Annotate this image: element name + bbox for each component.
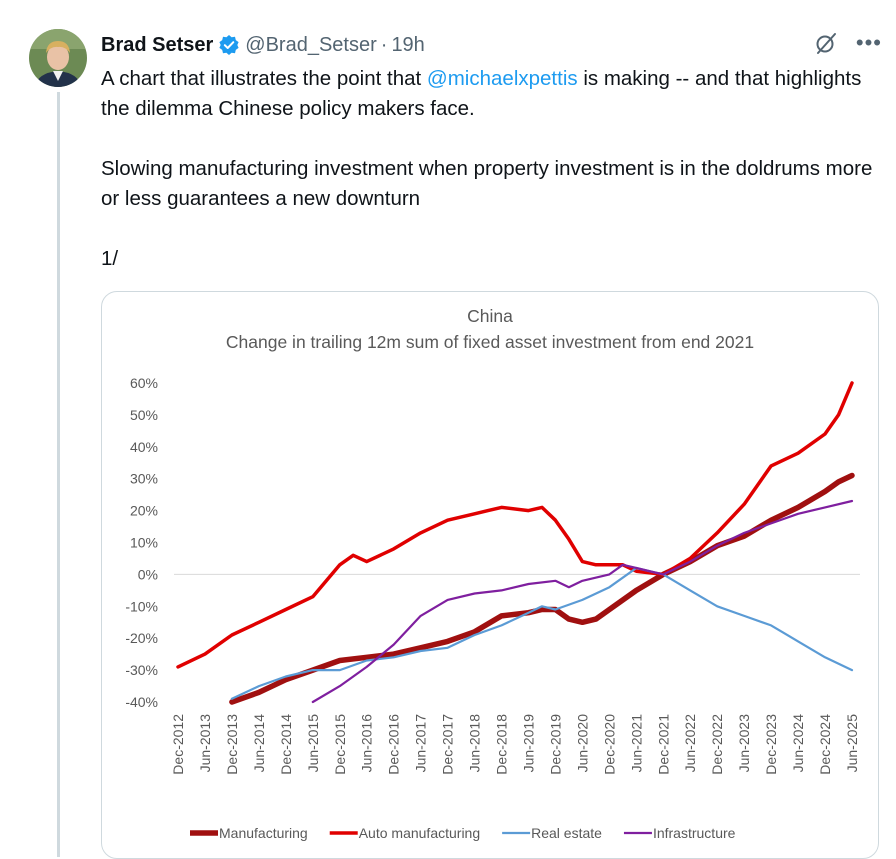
verified-badge-icon	[218, 34, 240, 56]
x-tick-label: Jun-2019	[520, 714, 536, 773]
legend-label-real-estate: Real estate	[531, 825, 602, 841]
x-tick-label: Dec-2021	[655, 714, 671, 775]
tweet-text-part: is making -- and that highlights the dil…	[101, 67, 862, 120]
chart-image-card[interactable]: China Change in trailing 12m sum of fixe…	[101, 291, 879, 859]
x-tick-label: Dec-2017	[440, 714, 456, 775]
timestamp[interactable]: 19h	[391, 33, 425, 56]
legend-label-infrastructure: Infrastructure	[653, 825, 736, 841]
tweet-text: A chart that illustrates the point that …	[101, 64, 886, 274]
y-tick-label: -10%	[125, 598, 158, 614]
y-tick-label: -30%	[125, 662, 158, 678]
x-tick-label: Jun-2020	[574, 714, 590, 773]
avatar-image	[29, 29, 87, 87]
thread-line	[57, 92, 60, 857]
x-tick-label: Jun-2016	[359, 714, 375, 773]
author-name[interactable]: Brad Setser	[101, 33, 214, 56]
y-tick-label: 30%	[130, 471, 158, 487]
x-tick-label: Jun-2015	[305, 714, 321, 773]
author-handle[interactable]: @Brad_Setser	[245, 33, 377, 56]
x-tick-label: Jun-2023	[736, 714, 752, 773]
x-tick-label: Jun-2025	[844, 714, 860, 773]
x-tick-label: Jun-2024	[790, 714, 806, 773]
tweet-header: Brad Setser @Brad_Setser · 19h	[101, 33, 425, 57]
legend-label-auto-manufacturing: Auto manufacturing	[359, 825, 480, 841]
x-tick-label: Jun-2017	[413, 714, 429, 773]
y-tick-label: 20%	[130, 503, 158, 519]
tweet-text-part: A chart that illustrates the point that	[101, 67, 427, 90]
x-tick-label: Jun-2018	[467, 714, 483, 773]
x-tick-label: Dec-2014	[278, 714, 294, 775]
x-tick-label: Dec-2016	[386, 714, 402, 775]
y-tick-label: -20%	[125, 630, 158, 646]
x-tick-label: Jun-2022	[682, 714, 698, 773]
tweet-paragraph-2: Slowing manufacturing investment when pr…	[101, 157, 873, 210]
grok-icon[interactable]	[814, 31, 838, 55]
chart-plot: 60% 50% 40% 30% 20% 10% 0% -10% -20% -30% -40% Dec-…	[125, 375, 860, 841]
series-line-real-estate	[230, 566, 854, 700]
x-tick-label: Dec-2020	[601, 714, 617, 775]
x-tick-label: Jun-2014	[251, 714, 267, 773]
y-tick-label: 50%	[130, 407, 158, 423]
tweet-paragraph-1: A chart that illustrates the point that …	[101, 64, 886, 124]
separator-dot: ·	[380, 33, 388, 56]
more-icon[interactable]: •••	[855, 30, 882, 55]
x-tick-label: Jun-2021	[628, 714, 644, 773]
mention-link[interactable]: @michaelxpettis	[426, 67, 578, 90]
x-tick-label: Dec-2013	[224, 714, 240, 775]
chart-title: China	[467, 306, 513, 326]
x-tick-label: Dec-2023	[763, 714, 779, 775]
x-tick-label: Dec-2012	[170, 714, 186, 775]
series-line-infrastructure	[311, 499, 854, 704]
tweet-paragraph-3: 1/	[101, 247, 119, 270]
series-line-auto-manufacturing	[176, 381, 854, 669]
y-tick-label: -40%	[125, 694, 158, 710]
y-tick-label: 40%	[130, 439, 158, 455]
x-tick-label: Dec-2022	[709, 714, 725, 775]
x-tick-label: Jun-2013	[197, 714, 213, 773]
y-tick-label: 60%	[130, 375, 158, 391]
x-tick-label: Dec-2015	[332, 714, 348, 775]
legend-label-manufacturing: Manufacturing	[219, 825, 308, 841]
avatar[interactable]	[29, 29, 87, 87]
x-tick-label: Dec-2019	[547, 714, 563, 775]
chart-subtitle: Change in trailing 12m sum of fixed asse…	[225, 332, 755, 352]
y-tick-label: 0%	[138, 566, 158, 582]
x-tick-label: Dec-2018	[494, 714, 510, 775]
x-tick-label: Dec-2024	[817, 714, 833, 775]
y-tick-label: 10%	[130, 535, 158, 551]
